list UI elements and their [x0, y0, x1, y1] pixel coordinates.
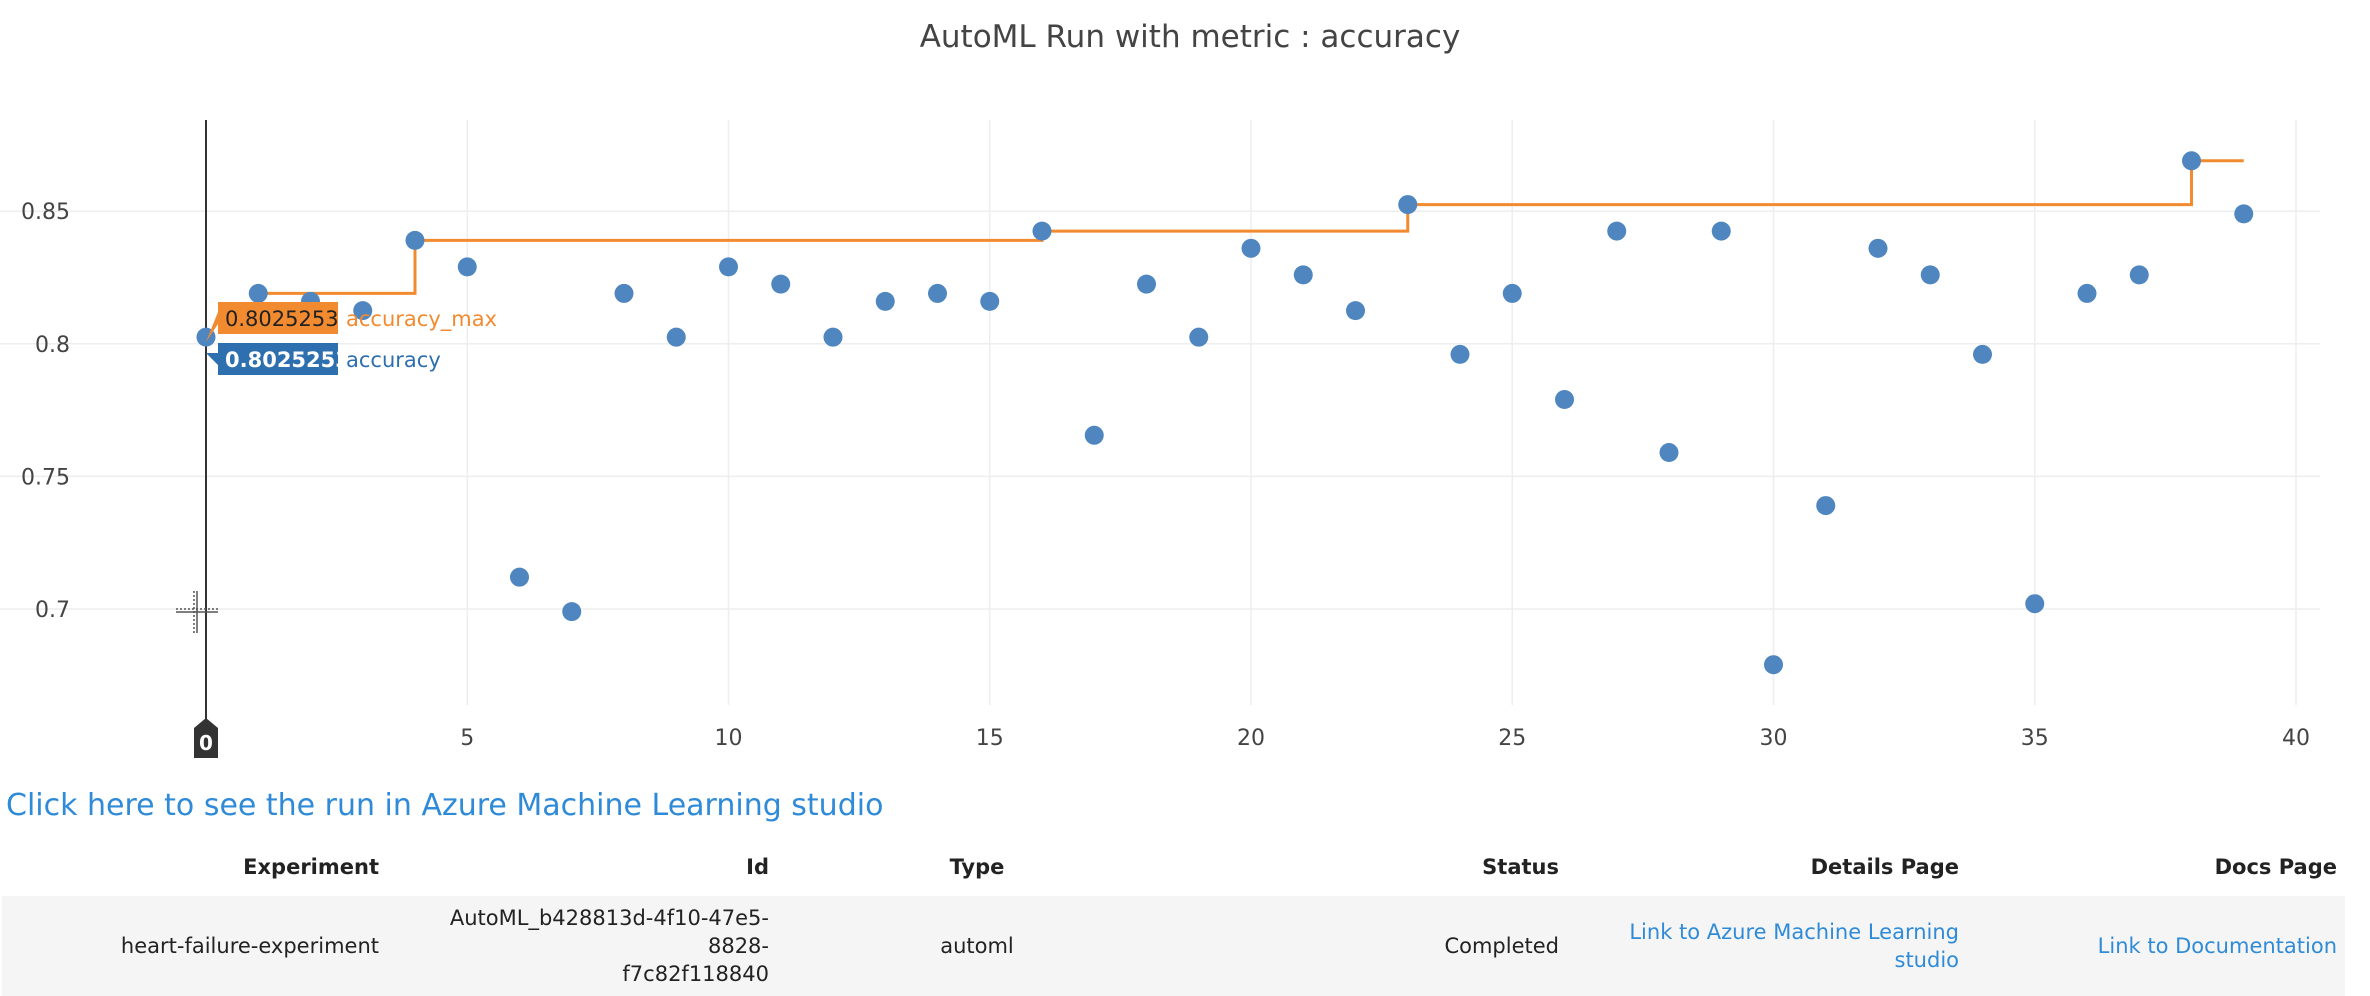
accuracy-point[interactable] [1189, 327, 1209, 347]
accuracy-point[interactable] [457, 257, 477, 277]
accuracy-point[interactable] [1659, 443, 1679, 463]
hover-label-box [206, 302, 338, 342]
header-type: Type [949, 855, 1005, 879]
hover-label: 0.8025253 accuracy_max [206, 302, 497, 342]
accuracy-point[interactable] [823, 327, 843, 347]
accuracy-point[interactable] [1398, 195, 1418, 215]
header-docs: Docs Page [2214, 855, 2337, 879]
accuracy-point[interactable] [2025, 594, 2045, 614]
x-tick-label: 25 [1498, 726, 1526, 751]
hover-label-value: 0.8025253 [225, 348, 350, 372]
accuracy-chart[interactable]: AutoML Run with metric : accuracy 0.70.7… [0, 0, 2370, 780]
header-id: Id [746, 855, 769, 879]
accuracy-point[interactable] [980, 291, 1000, 311]
cell-id-line2: f7c82f118840 [622, 962, 769, 986]
hover-label-series: accuracy [346, 348, 441, 372]
cell-type: automl [777, 896, 1177, 996]
hover-label-series: accuracy_max [346, 307, 497, 332]
y-tick-label: 0.8 [35, 333, 70, 358]
x-tick-label: 40 [2282, 726, 2310, 751]
x-axis-ticks: 5 10 15 20 25 30 35 40 [460, 726, 2310, 751]
accuracy-point[interactable] [1084, 425, 1104, 445]
details-page-link[interactable]: Link to Azure Machine Learning studio [1629, 920, 1959, 972]
header-status: Status [1482, 855, 1559, 879]
accuracy-point[interactable] [1346, 301, 1365, 321]
accuracy-point[interactable] [248, 283, 268, 303]
cell-status: Completed [1177, 896, 1567, 996]
header-details: Details Page [1810, 855, 1959, 879]
accuracy-point[interactable] [1241, 238, 1261, 258]
azure-studio-link[interactable]: Click here to see the run in Azure Machi… [6, 788, 884, 823]
cell-id-line1: AutoML_b428813d-4f10-47e5-8828- [449, 906, 769, 958]
accuracy-point[interactable] [1607, 221, 1627, 241]
cell-docs: Link to Documentation [1967, 896, 2345, 996]
docs-page-link[interactable]: Link to Documentation [2097, 934, 2337, 958]
accuracy-point[interactable] [666, 327, 686, 347]
accuracy-point[interactable] [928, 283, 947, 303]
accuracy-point[interactable] [353, 301, 373, 321]
accuracy-point[interactable] [1816, 496, 1836, 516]
accuracy-point[interactable] [405, 230, 425, 250]
accuracy-point[interactable] [1502, 283, 1522, 303]
x-tick-label: 5 [460, 726, 474, 751]
y-axis-ticks: 0.7 0.75 0.8 0.85 [21, 200, 70, 623]
accuracy-max-line [258, 159, 2244, 295]
header-experiment: Experiment [243, 855, 379, 879]
accuracy-point[interactable] [562, 602, 582, 622]
accuracy-point[interactable] [1450, 344, 1470, 364]
accuracy-point[interactable] [1555, 389, 1574, 409]
accuracy-point[interactable] [510, 567, 529, 587]
hover-label-value: 0.8025253 [225, 307, 339, 331]
accuracy-point[interactable] [1137, 274, 1156, 294]
crosshair-cursor-icon [176, 591, 218, 633]
cell-details: Link to Azure Machine Learning studio [1567, 896, 1967, 996]
accuracy-point[interactable] [2234, 204, 2254, 224]
y-tick-label: 0.85 [21, 200, 70, 225]
accuracy-point[interactable] [2129, 265, 2149, 285]
accuracy-point[interactable] [1711, 221, 1731, 241]
table-row: heart-failure-experiment AutoML_b428813d… [2, 896, 2345, 996]
accuracy-point[interactable] [1973, 344, 1992, 364]
accuracy-point[interactable] [875, 291, 895, 311]
accuracy-point[interactable] [1293, 265, 1313, 285]
y-tick-label: 0.7 [35, 598, 70, 623]
accuracy-point[interactable] [614, 283, 634, 303]
accuracy-point[interactable] [2077, 283, 2097, 303]
grid-lines [0, 120, 2320, 705]
x-tick-label: 20 [1237, 726, 1265, 751]
chart-title: AutoML Run with metric : accuracy [920, 19, 1461, 55]
x-tick-label: 35 [2021, 726, 2049, 751]
accuracy-point[interactable] [1920, 265, 1940, 285]
accuracy-point[interactable] [1868, 238, 1888, 258]
accuracy-points[interactable] [196, 151, 2254, 675]
accuracy-point[interactable] [2182, 151, 2201, 171]
x-tick-label: 30 [1760, 726, 1788, 751]
x-tick-label: 10 [715, 726, 743, 751]
cell-id: AutoML_b428813d-4f10-47e5-8828- f7c82f11… [387, 896, 777, 996]
hover-label-box [206, 343, 338, 375]
cell-experiment: heart-failure-experiment [2, 896, 387, 996]
x-tick-label: 15 [976, 726, 1004, 751]
hover-x-label: 0 [199, 731, 213, 755]
hover-x-tag [194, 718, 218, 758]
y-tick-label: 0.75 [21, 465, 70, 490]
accuracy-point[interactable] [771, 274, 791, 294]
table-header-row: Experiment Id Type Status Details Page D… [2, 838, 2345, 896]
accuracy-point[interactable] [1764, 655, 1783, 675]
accuracy-point[interactable] [719, 257, 738, 277]
run-details-table: Experiment Id Type Status Details Page D… [2, 838, 2345, 996]
accuracy-point[interactable] [1032, 221, 1052, 241]
